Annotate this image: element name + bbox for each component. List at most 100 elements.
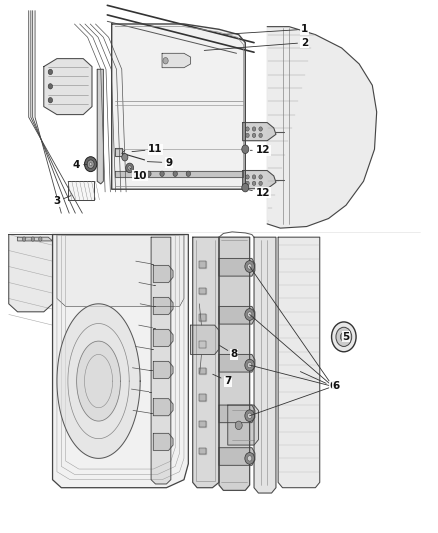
Text: 2: 2 (204, 38, 308, 51)
Polygon shape (219, 448, 255, 465)
Text: 1: 1 (222, 25, 308, 35)
Text: 10: 10 (130, 168, 148, 181)
Circle shape (247, 264, 252, 269)
Circle shape (147, 171, 151, 176)
Polygon shape (243, 171, 276, 189)
Polygon shape (199, 448, 206, 454)
Circle shape (128, 166, 131, 170)
Polygon shape (219, 354, 255, 372)
Circle shape (252, 175, 256, 179)
Circle shape (259, 133, 262, 138)
Polygon shape (228, 405, 258, 445)
Polygon shape (267, 27, 377, 228)
Circle shape (163, 58, 168, 64)
Text: 3: 3 (53, 196, 71, 206)
Polygon shape (153, 297, 173, 314)
Circle shape (245, 359, 254, 371)
Circle shape (259, 127, 262, 131)
Polygon shape (153, 399, 173, 416)
Polygon shape (199, 421, 206, 427)
Text: 6: 6 (333, 382, 340, 391)
Polygon shape (151, 237, 171, 484)
Text: 5: 5 (343, 332, 350, 342)
Circle shape (122, 154, 128, 161)
Circle shape (259, 181, 262, 185)
Circle shape (85, 157, 97, 172)
Polygon shape (153, 361, 173, 378)
Polygon shape (18, 237, 53, 241)
Text: 12: 12 (250, 146, 270, 155)
Circle shape (252, 127, 256, 131)
Circle shape (48, 98, 53, 103)
Circle shape (247, 362, 252, 368)
Circle shape (134, 171, 138, 176)
Polygon shape (68, 181, 94, 200)
Circle shape (252, 133, 256, 138)
Polygon shape (191, 325, 219, 354)
Circle shape (48, 84, 53, 89)
Text: 9: 9 (147, 158, 172, 167)
Polygon shape (199, 394, 206, 401)
Circle shape (245, 410, 254, 422)
Circle shape (31, 237, 35, 241)
Polygon shape (199, 368, 206, 374)
Polygon shape (53, 235, 188, 488)
Circle shape (336, 327, 352, 346)
Circle shape (242, 145, 249, 154)
Polygon shape (153, 433, 173, 450)
Circle shape (340, 333, 347, 341)
Circle shape (173, 171, 177, 176)
Polygon shape (199, 288, 206, 294)
Circle shape (247, 456, 252, 461)
Polygon shape (44, 59, 92, 115)
Polygon shape (112, 24, 245, 189)
Polygon shape (254, 237, 276, 493)
Polygon shape (57, 235, 184, 306)
Polygon shape (243, 123, 276, 141)
Polygon shape (199, 261, 206, 268)
Text: 7: 7 (213, 374, 231, 386)
Circle shape (186, 171, 191, 176)
Polygon shape (199, 341, 206, 348)
Circle shape (246, 181, 249, 185)
Polygon shape (219, 306, 255, 324)
Polygon shape (162, 53, 191, 68)
Circle shape (245, 309, 254, 320)
Circle shape (247, 312, 252, 317)
Text: 8: 8 (219, 345, 238, 359)
Circle shape (48, 69, 53, 75)
Polygon shape (153, 329, 173, 346)
Circle shape (252, 181, 256, 185)
Circle shape (259, 175, 262, 179)
Polygon shape (115, 148, 122, 156)
Circle shape (245, 261, 254, 272)
Polygon shape (153, 265, 173, 282)
Circle shape (22, 237, 26, 241)
Polygon shape (77, 341, 120, 421)
Text: 6: 6 (300, 372, 336, 391)
Circle shape (246, 133, 249, 138)
Circle shape (242, 183, 249, 192)
Polygon shape (57, 304, 140, 458)
Text: 12: 12 (249, 188, 270, 198)
Polygon shape (219, 405, 255, 423)
Polygon shape (278, 237, 320, 488)
Polygon shape (193, 237, 219, 488)
Circle shape (39, 237, 42, 241)
Circle shape (160, 171, 164, 176)
Text: 11: 11 (132, 144, 163, 154)
Text: 4: 4 (73, 160, 87, 170)
Circle shape (247, 413, 252, 418)
Polygon shape (219, 259, 255, 276)
Polygon shape (97, 69, 103, 184)
Polygon shape (115, 171, 243, 177)
Polygon shape (199, 314, 206, 321)
Polygon shape (219, 237, 250, 490)
Circle shape (245, 453, 254, 464)
Circle shape (89, 163, 92, 166)
Circle shape (246, 127, 249, 131)
Polygon shape (9, 235, 53, 312)
Circle shape (246, 175, 249, 179)
Circle shape (235, 421, 242, 430)
Circle shape (332, 322, 356, 352)
